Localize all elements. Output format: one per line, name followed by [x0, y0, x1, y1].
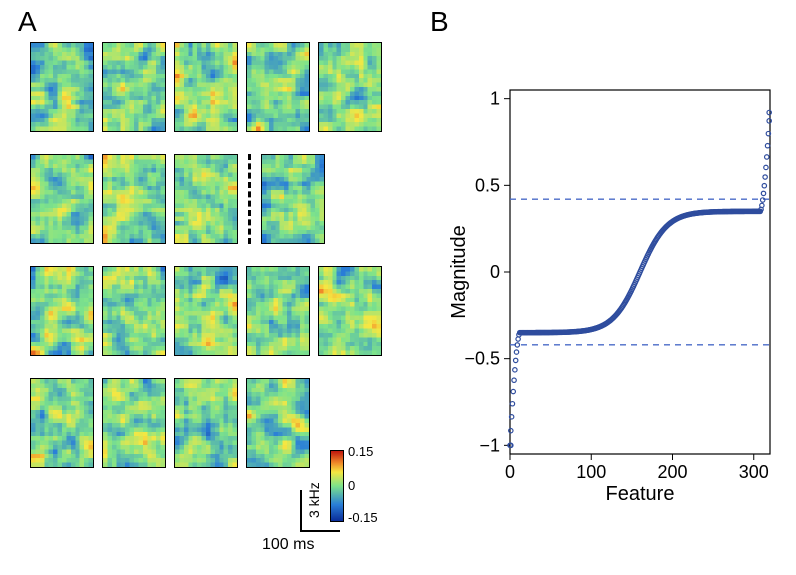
heatmap-cell: [318, 266, 382, 356]
scale-bar-y: [300, 490, 302, 530]
scale-bar-x-label: 100 ms: [262, 536, 314, 554]
colorbar: 0.15 0 -0.15: [330, 450, 410, 550]
svg-text:1: 1: [490, 89, 500, 109]
heatmap-cell: [102, 154, 166, 244]
colorbar-tick-mid: 0: [348, 478, 355, 493]
svg-text:0.5: 0.5: [475, 175, 500, 195]
heatmap-cell: [174, 378, 238, 468]
heatmap-cell: [318, 42, 382, 132]
svg-text:Feature: Feature: [606, 483, 675, 505]
colorbar-tick-top: 0.15: [348, 444, 373, 459]
panel-a-label: A: [18, 6, 37, 38]
svg-text:−1: −1: [479, 435, 500, 455]
scale-bar-x: [300, 530, 340, 532]
heatmap-cell: [102, 378, 166, 468]
heatmap-row: [30, 42, 400, 132]
heatmap-cell: [102, 42, 166, 132]
heatmap-cell: [246, 266, 310, 356]
panel-a: [30, 42, 400, 468]
heatmap-cell: [30, 266, 94, 356]
heatmap-row: [30, 154, 400, 244]
svg-text:−0.5: −0.5: [464, 349, 500, 369]
heatmap-cell: [174, 266, 238, 356]
heatmap-row: [30, 266, 400, 356]
svg-text:300: 300: [739, 462, 769, 482]
heatmap-cell: [174, 42, 238, 132]
heatmap-cell: [261, 154, 325, 244]
heatmap-cell: [174, 154, 238, 244]
svg-text:Magnitude: Magnitude: [450, 225, 470, 318]
panel-b-plot: 0 100 200 300 −1 −0.5 0 0.5 1 Feature Magnitude: [450, 80, 780, 510]
heatmap-cell: [30, 154, 94, 244]
svg-text:100: 100: [576, 462, 606, 482]
scale-bar-y-label: 3 kHz: [306, 482, 322, 518]
panel-b-label: B: [430, 6, 449, 38]
svg-text:0: 0: [505, 462, 515, 482]
figure: A B: [0, 0, 796, 575]
heatmap-cell: [30, 378, 94, 468]
heatmap-cell: [246, 42, 310, 132]
heatmap-cell: [246, 378, 310, 468]
dashed-divider: [248, 154, 251, 244]
heatmap-cell: [102, 266, 166, 356]
colorbar-tick-bot: -0.15: [348, 510, 378, 525]
colorbar-gradient: [330, 450, 344, 522]
svg-text:0: 0: [490, 262, 500, 282]
svg-text:200: 200: [657, 462, 687, 482]
heatmap-cell: [30, 42, 94, 132]
panel-b: 0 100 200 300 −1 −0.5 0 0.5 1 Feature Magnitude: [450, 80, 780, 510]
